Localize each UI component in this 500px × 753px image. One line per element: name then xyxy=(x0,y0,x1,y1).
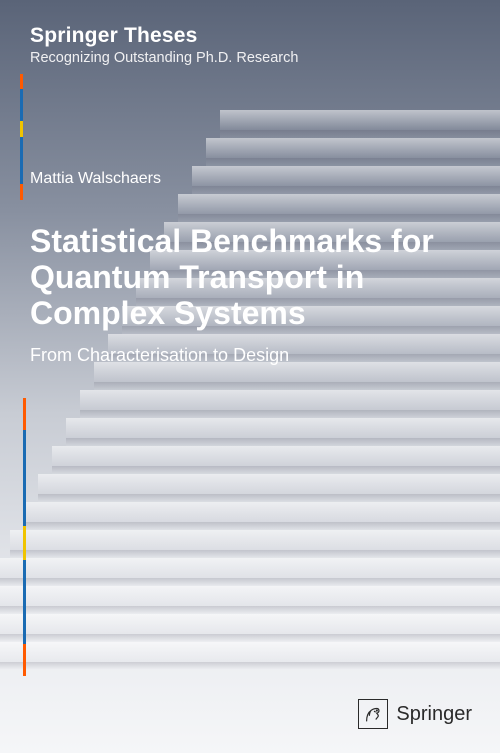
series-title: Springer Theses xyxy=(30,24,298,48)
accent-bar-bottom xyxy=(23,398,26,676)
accent-segment xyxy=(23,560,26,644)
accent-segment xyxy=(20,74,23,89)
author-name: Mattia Walschaers xyxy=(30,170,161,188)
accent-segment xyxy=(20,184,23,200)
accent-bar-top xyxy=(20,74,23,200)
publisher-name: Springer xyxy=(396,703,472,726)
accent-segment xyxy=(23,526,26,560)
springer-horse-icon xyxy=(358,699,388,729)
accent-segment xyxy=(23,644,26,676)
accent-segment xyxy=(20,137,23,184)
book-subtitle: From Characterisation to Design xyxy=(30,345,289,366)
publisher-block: Springer xyxy=(358,699,472,729)
book-title: Statistical Benchmarks for Quantum Trans… xyxy=(30,224,460,331)
series-tagline: Recognizing Outstanding Ph.D. Research xyxy=(30,50,298,66)
cover-content: Springer Theses Recognizing Outstanding … xyxy=(0,0,500,753)
accent-segment xyxy=(23,430,26,526)
accent-segment xyxy=(20,89,23,121)
accent-segment xyxy=(20,121,23,137)
accent-segment xyxy=(23,398,26,430)
series-block: Springer Theses Recognizing Outstanding … xyxy=(30,24,298,66)
